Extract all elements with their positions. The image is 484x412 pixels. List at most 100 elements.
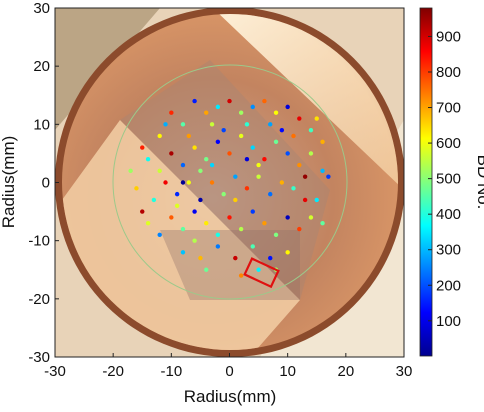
scatter-point: [140, 209, 145, 214]
scatter-point: [163, 122, 168, 127]
scatter-point: [180, 180, 186, 185]
scatter-point: [262, 98, 267, 104]
scatter-point: [163, 180, 168, 185]
scatter-point: [157, 168, 162, 174]
scatter-point: [180, 122, 186, 127]
scatter-point: [308, 215, 314, 220]
scatter-point: [204, 221, 209, 226]
scatter-point: [285, 250, 290, 255]
scatter-point: [273, 232, 279, 238]
scatter-point: [221, 191, 226, 197]
x-tick-label: -10: [160, 363, 182, 380]
x-tick-label: 0: [225, 363, 233, 380]
y-tick-label: -20: [28, 291, 50, 308]
scatter-point: [215, 139, 221, 144]
scatter-point: [145, 157, 151, 162]
scatter-point: [215, 244, 221, 249]
scatter-point: [291, 133, 296, 139]
scatter-point: [215, 232, 221, 238]
scatter-point: [204, 157, 209, 162]
y-tick-label: 0: [42, 175, 50, 192]
x-axis-label: Radius(mm): [184, 387, 277, 406]
scatter-point: [273, 110, 279, 115]
colorbar-tick-label: 900: [436, 28, 461, 45]
scatter-point: [268, 191, 273, 197]
scatter-point: [180, 162, 186, 168]
scatter-point: [157, 232, 162, 238]
scatter-point: [320, 221, 325, 226]
scatter-point: [227, 98, 232, 104]
scatter-point: [204, 110, 209, 115]
scatter-point: [238, 226, 244, 232]
scatter-point: [273, 139, 279, 144]
scatter-point: [204, 267, 209, 272]
scatter-point: [233, 255, 238, 261]
colorbar-tick-label: 200: [436, 277, 461, 294]
scatter-point: [262, 157, 267, 162]
scatter-point: [169, 110, 174, 115]
scatter-point: [169, 215, 174, 220]
scatter-point: [314, 197, 319, 203]
scatter-point: [291, 186, 296, 191]
scatter-point: [268, 255, 273, 261]
scatter-point: [227, 151, 232, 156]
scatter-point: [128, 168, 133, 174]
scatter-point: [186, 133, 191, 139]
scatter-point: [151, 197, 157, 203]
scatter-point: [285, 215, 290, 220]
scatter-point: [302, 197, 308, 203]
scatter-point: [233, 197, 238, 203]
scatter-point: [174, 203, 180, 208]
scatter-point: [244, 122, 250, 127]
scatter-point: [302, 174, 308, 179]
colorbar-tick-label: 400: [436, 206, 461, 223]
colorbar-tick-label: 300: [436, 242, 461, 259]
scatter-point: [192, 98, 197, 104]
x-tick-label: -20: [102, 363, 124, 380]
scatter-point: [297, 116, 302, 121]
y-tick-label: -10: [28, 233, 50, 250]
colorbar-tick-label: 800: [436, 64, 461, 81]
scatter-point: [314, 116, 319, 121]
scatter-point: [244, 157, 250, 162]
scatter-point: [215, 104, 221, 110]
x-tick-label: 10: [279, 363, 296, 380]
scatter-point: [256, 162, 261, 168]
scatter-point: [140, 145, 145, 150]
y-axis-ticks: 30 20 10 0 -10 -20 -30: [28, 0, 59, 366]
scatter-point: [250, 209, 255, 214]
scatter-point: [174, 191, 180, 197]
scatter-point: [180, 250, 186, 255]
scatter-point: [279, 127, 285, 133]
scatter-point: [256, 267, 261, 272]
scatter-point: [308, 151, 314, 156]
scatter-point: [233, 174, 238, 179]
scatter-point: [157, 133, 162, 139]
x-tick-label: 30: [396, 363, 413, 380]
y-axis-label: Radius(mm): [0, 136, 18, 229]
colorbar-label: BD No.: [474, 155, 484, 210]
scatter-point: [209, 180, 215, 185]
x-axis-ticks: -30 -20 -10 0 10 20 30: [44, 353, 412, 380]
colorbar-tick-label: 600: [436, 135, 461, 152]
scatter-point: [192, 209, 197, 214]
scatter-point: [285, 151, 290, 156]
scatter-point: [256, 174, 261, 179]
scatter-point: [169, 151, 174, 156]
scatter-point: [262, 221, 267, 226]
scatter-point: [198, 255, 203, 261]
scatter-point: [198, 168, 203, 174]
scatter-point: [320, 139, 325, 144]
colorbar-bar: [419, 7, 433, 357]
scatter-point: [320, 168, 325, 174]
colorbar-tick-label: 700: [436, 100, 461, 117]
scatter-point: [250, 145, 255, 150]
scatter-point: [192, 238, 197, 243]
x-tick-label: -30: [44, 363, 66, 380]
scatter-point: [250, 244, 255, 249]
scatter-point: [238, 273, 244, 278]
scatter-point: [279, 180, 285, 185]
scatter-point: [285, 104, 290, 110]
scatter-point: [221, 127, 226, 133]
